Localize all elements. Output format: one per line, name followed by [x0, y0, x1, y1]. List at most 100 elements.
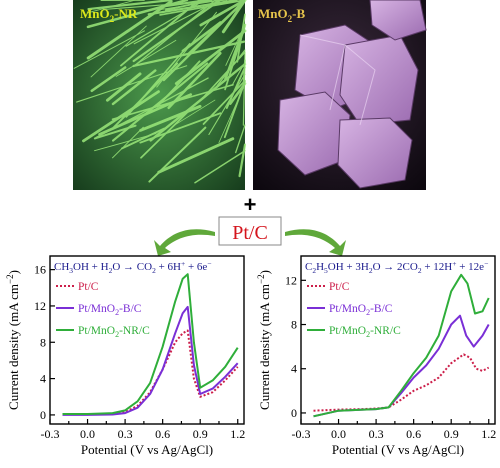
x-tick-label: -0.3 — [292, 427, 311, 441]
nanorod — [86, 0, 189, 29]
series-line — [313, 353, 490, 412]
arrow-right — [285, 229, 346, 256]
nanorod — [156, 11, 218, 88]
series-line — [62, 305, 239, 416]
equation-part: 2 — [369, 266, 373, 275]
nanorod — [238, 143, 247, 178]
nanorod — [87, 0, 173, 11]
y-tick-label: 0 — [40, 408, 46, 422]
x-tick-label: 0.9 — [444, 427, 459, 441]
chart-methanol: -0.3 0.0 0.3 0.6 0.9 1.2 0 4 8 12 16 Potential (V v… — [5, 255, 245, 457]
nanorod — [149, 62, 247, 142]
nanorod — [86, 0, 137, 14]
equation-part: + — [181, 259, 185, 268]
nanorod — [194, 150, 246, 184]
nanorod — [94, 133, 157, 152]
legend-label: Pt/MnO2-B/C — [78, 303, 142, 317]
x-axis-label: Potential (V vs Ag/AgCl) — [81, 442, 213, 457]
series-line — [62, 329, 239, 416]
nanorod — [225, 66, 246, 109]
legend-label: Pt/C — [78, 281, 99, 293]
equation-part: 2 — [418, 266, 422, 275]
y-axis-label: Current density (mA cm−2) — [5, 270, 21, 410]
x-tick-label: 0.3 — [369, 427, 384, 441]
equation-part: O → 2CO — [373, 261, 418, 273]
nanorod — [162, 0, 247, 82]
x-tick-label: 0.9 — [193, 427, 208, 441]
legend-label: Pt/C — [329, 281, 350, 293]
x-axis-label: Potential (V vs Ag/AgCl) — [332, 442, 464, 457]
y-axis-label: Current density (mA cm−2) — [256, 270, 272, 410]
nanorod-label: MnO2-NR — [80, 6, 138, 24]
x-tick-label: 1.2 — [230, 427, 245, 441]
sem-image-bulk: MnO2-B — [253, 0, 427, 190]
nanorod — [90, 25, 147, 78]
x-tick-label: 0.6 — [155, 427, 170, 441]
nanorod — [140, 107, 193, 159]
nanorod — [200, 51, 246, 101]
sem-image-nanorods: MnO2-NR — [73, 0, 247, 190]
y-tick-label: 16 — [34, 263, 46, 277]
series-line — [313, 273, 490, 418]
equation-part: + 12e — [456, 261, 484, 273]
nanorod — [125, 43, 191, 118]
equation-part: OH + 3H — [328, 261, 369, 273]
equation-part: OH + H — [73, 261, 109, 273]
arrow-left — [154, 229, 215, 256]
legend-label: Pt/MnO2-NR/C — [78, 325, 150, 339]
equation-part: 2 — [109, 266, 113, 275]
nanorod — [125, 0, 206, 47]
reaction-equation: C2H5OH + 3H2O → 2CO2 + 12H+ + 12e− — [305, 259, 488, 275]
x-tick-label: 0.0 — [80, 427, 95, 441]
nanorod — [73, 30, 146, 69]
series-line — [62, 273, 239, 415]
nanorod — [164, 0, 213, 11]
equation-part: − — [207, 259, 211, 268]
equation-part: C — [305, 261, 312, 273]
x-tick-label: 1.2 — [481, 427, 496, 441]
nanorod — [133, 0, 221, 45]
nanorod — [225, 23, 246, 66]
plot-frame — [49, 255, 245, 425]
nanorod — [86, 0, 173, 60]
nanorod — [132, 0, 222, 63]
equation-part: O → CO — [112, 261, 152, 273]
nanorod — [231, 61, 246, 86]
nanorod — [111, 69, 157, 106]
x-tick-label: 0.6 — [406, 427, 421, 441]
nanorod — [93, 124, 137, 140]
nanorod — [174, 29, 247, 85]
nanorod — [120, 127, 166, 150]
catalyst-box — [218, 216, 282, 246]
plus-sign: + — [244, 192, 257, 217]
x-tick-label: -0.3 — [41, 427, 60, 441]
nanorod — [235, 124, 246, 154]
catalyst-label: Pt/C — [232, 222, 268, 244]
plot-frame — [300, 255, 496, 425]
equation-part: + — [452, 259, 456, 268]
nanorod — [208, 73, 246, 136]
nanorod — [95, 77, 209, 139]
nanorod — [132, 40, 246, 67]
y-tick-label: 12 — [285, 273, 297, 287]
equation-part: + 6H — [156, 261, 181, 273]
equation-part: 3 — [69, 266, 73, 275]
legend-label: Pt/MnO2-NR/C — [329, 325, 401, 339]
y-tick-label: 4 — [291, 362, 297, 376]
x-tick-label: 0.3 — [118, 427, 133, 441]
chart-ethanol: -0.3 0.0 0.3 0.6 0.9 1.2 0 4 8 12 Potential (V vs … — [256, 255, 496, 457]
nanorod — [115, 39, 177, 77]
equation-part: CH — [54, 261, 69, 273]
y-tick-label: 8 — [291, 318, 297, 332]
nanorod — [173, 99, 216, 126]
y-tick-label: 0 — [291, 406, 297, 420]
equation-part: 2 — [152, 266, 156, 275]
equation-part: − — [484, 259, 488, 268]
nanorod — [242, 52, 246, 126]
y-tick-label: 8 — [40, 335, 46, 349]
nanorod — [218, 83, 246, 144]
y-tick-label: 12 — [34, 299, 46, 313]
nanorod — [76, 65, 188, 103]
nanorod — [199, 0, 247, 27]
